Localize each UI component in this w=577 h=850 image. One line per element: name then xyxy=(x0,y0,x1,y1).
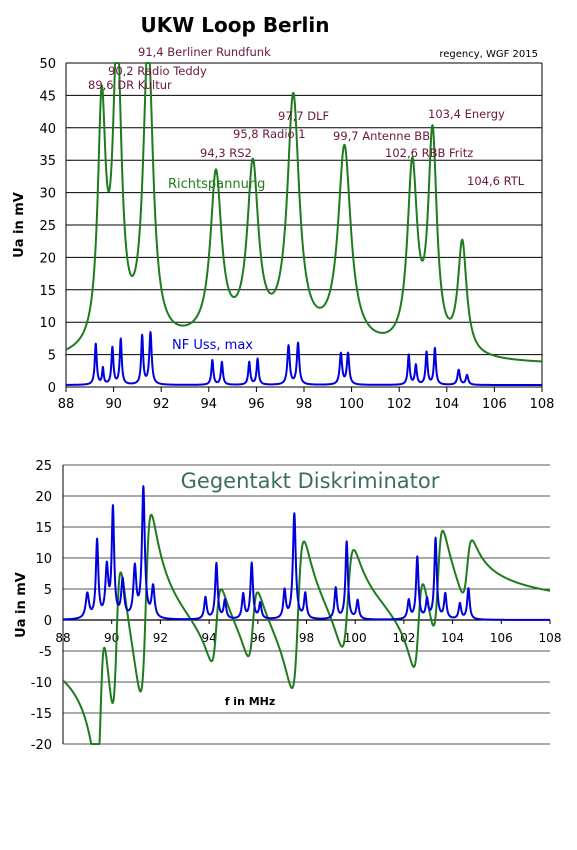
top-y-tick-label: 35 xyxy=(39,154,56,169)
top-chart-credit: regency, WGF 2015 xyxy=(439,49,538,60)
bottom-x-axis-label: f in MHz xyxy=(225,695,276,708)
top-y-tick-label: 20 xyxy=(39,251,56,266)
series-label-richtspannung: Richtspannung xyxy=(168,177,265,192)
top-series xyxy=(65,62,543,387)
bottom-x-tick-label: 94 xyxy=(201,631,216,645)
top-chart-title: UKW Loop Berlin xyxy=(141,13,330,37)
top-y-axis-label: Ua in mV xyxy=(12,192,27,258)
top-chart: UKW Loop Berlin regency, WGF 2015 0 5 10 15… xyxy=(12,13,554,412)
bottom-y-tick-label: -10 xyxy=(31,676,52,691)
bottom-x-tick-label: 88 xyxy=(55,631,70,645)
top-x-tick-label: 108 xyxy=(530,397,555,412)
bottom-y-tick-label: 25 xyxy=(35,459,52,474)
bottom-y-axis-label: Ua in mV xyxy=(14,572,29,638)
bottom-x-tick-label: 108 xyxy=(539,631,562,645)
station-annotation: 103,4 Energy xyxy=(428,107,505,121)
bottom-y-tick-label: 20 xyxy=(35,490,52,505)
bottom-y-tick-label: 0 xyxy=(44,614,52,629)
top-series-line-1 xyxy=(65,331,543,387)
series-label-nf-uss: NF Uss, max xyxy=(172,338,253,353)
station-annotation: 94,3 RS2 xyxy=(200,146,252,160)
station-annotation: 90,2 Radio Teddy xyxy=(108,64,207,78)
top-x-tick-label: 94 xyxy=(201,397,218,412)
station-annotation: 104,6 RTL xyxy=(467,174,525,188)
bottom-x-tick-label: 106 xyxy=(490,631,513,645)
top-y-tick-label: 25 xyxy=(39,219,56,234)
station-annotation: 89,6 DR Kultur xyxy=(88,78,172,92)
station-annotation: 102,6 RBB Fritz xyxy=(385,146,473,160)
bottom-y-tick-label: -15 xyxy=(31,707,52,722)
top-x-tick-label: 104 xyxy=(434,397,459,412)
bottom-x-tick-labels: 88 90 92 94 96 98 100 102 104 106 108 xyxy=(55,631,561,645)
station-annotation: 97,7 DLF xyxy=(278,109,329,123)
top-y-tick-label: 45 xyxy=(39,89,56,104)
top-x-tick-label: 100 xyxy=(339,397,364,412)
station-annotations: 91,4 Berliner Rundfunk 90,2 Radio Teddy89… xyxy=(88,45,525,188)
top-series-line-0 xyxy=(65,62,543,363)
top-y-tick-label: 0 xyxy=(48,381,56,396)
bottom-series-line-green xyxy=(62,513,551,745)
station-annotation: 91,4 Berliner Rundfunk xyxy=(138,45,271,59)
bottom-x-tick-label: 96 xyxy=(250,631,265,645)
top-x-tick-label: 102 xyxy=(387,397,412,412)
top-x-tick-label: 96 xyxy=(248,397,265,412)
top-y-tick-label: 15 xyxy=(39,284,56,299)
top-x-tick-label: 106 xyxy=(482,397,507,412)
top-y-tick-label: 10 xyxy=(39,316,56,331)
top-y-tick-label: 40 xyxy=(39,122,56,137)
station-annotation: 95,8 Radio 1 xyxy=(233,127,306,141)
top-y-tick-label: 30 xyxy=(39,187,56,202)
bottom-x-tick-label: 92 xyxy=(153,631,168,645)
top-x-tick-label: 90 xyxy=(105,397,122,412)
bottom-x-tick-label: 104 xyxy=(441,631,464,645)
bottom-y-tick-labels: -20 -15 -10 -5 0 5 10 15 20 25 xyxy=(31,459,52,753)
top-x-tick-labels: 88 90 92 94 96 98 100 102 104 106 108 xyxy=(58,397,555,412)
top-x-tick-label: 98 xyxy=(296,397,313,412)
bottom-y-tick-label: -20 xyxy=(31,738,52,753)
bottom-series-line-blue xyxy=(62,485,551,621)
bottom-x-tick-label: 98 xyxy=(299,631,314,645)
bottom-chart-title: Gegentakt Diskriminator xyxy=(181,469,440,493)
top-y-tick-label: 50 xyxy=(39,57,56,72)
top-y-tick-label: 5 xyxy=(48,349,56,364)
bottom-y-tick-label: 15 xyxy=(35,521,52,536)
bottom-y-tick-label: -5 xyxy=(39,645,52,660)
bottom-series xyxy=(62,485,551,745)
bottom-y-tick-label: 10 xyxy=(35,552,52,567)
top-y-tick-labels: 0 5 10 15 20 25 30 35 40 45 50 xyxy=(39,57,56,396)
bottom-x-tick-label: 100 xyxy=(344,631,367,645)
bottom-y-tick-label: 5 xyxy=(44,583,52,598)
top-x-tick-label: 88 xyxy=(58,397,75,412)
station-annotation: 99,7 Antenne BB xyxy=(333,129,430,143)
top-x-tick-label: 92 xyxy=(153,397,170,412)
